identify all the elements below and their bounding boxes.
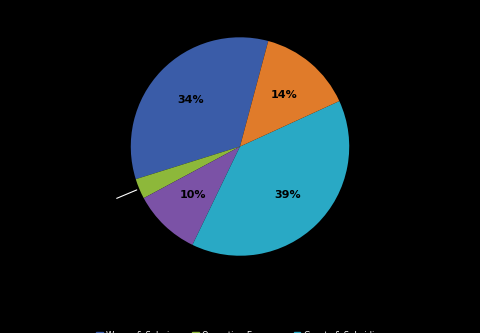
Text: 3%: 3% xyxy=(95,199,113,209)
Wedge shape xyxy=(144,147,240,245)
Wedge shape xyxy=(131,37,268,179)
Text: 39%: 39% xyxy=(274,190,300,200)
Wedge shape xyxy=(192,101,349,256)
Text: 14%: 14% xyxy=(270,90,297,100)
Text: 34%: 34% xyxy=(178,95,204,105)
Text: 10%: 10% xyxy=(180,190,206,200)
Legend: Wages & Salaries, Employee Benefits, Operating Expenses, Safety Net, Grants & Su: Wages & Salaries, Employee Benefits, Ope… xyxy=(94,328,386,333)
Wedge shape xyxy=(136,147,240,198)
Wedge shape xyxy=(240,41,339,147)
